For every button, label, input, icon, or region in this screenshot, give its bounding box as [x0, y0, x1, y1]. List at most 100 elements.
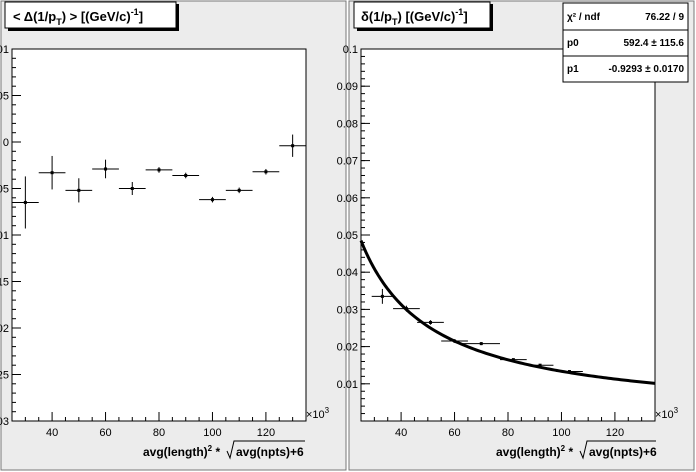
fit-stat-label-p0: p0 [567, 38, 579, 49]
fit-stat-value-chi2: 76.22 / 9 [645, 12, 684, 23]
data-point [462, 342, 500, 346]
data-point [526, 363, 554, 367]
data-marker [453, 339, 457, 343]
y-tick-label: 0.005 [0, 91, 9, 103]
y-tick-label: 0.01 [337, 379, 358, 391]
y-tick-label: -0.03 [0, 416, 9, 428]
x-axis-title-right: avg(length)2 * avg(npts)+6 [496, 440, 657, 460]
data-point [65, 178, 93, 203]
data-marker [130, 187, 134, 190]
x-multiplier-left: ×103 [306, 406, 330, 421]
title-box-left: < Δ(1/pT) > [(GeV/c)-1] [4, 1, 179, 31]
data-marker [104, 167, 108, 171]
data-marker [511, 358, 515, 362]
data-point [145, 167, 173, 173]
data-marker [157, 168, 161, 172]
data-marker [291, 144, 295, 148]
ticks-left: 0.01 0.005 0 -0.005 -0.01 -0.015 -0.02 -0.025 -0… [0, 44, 307, 439]
chart-title-left: < Δ(1/pT) > [(GeV/c)-1] [13, 7, 143, 27]
fit-stats-box: χ² / ndf 76.22 / 9 p0 592.4 ± 115.6 p1 -… [562, 2, 689, 83]
x-tick-label: 120 [257, 427, 275, 439]
y-tick-label: -0.01 [0, 230, 9, 242]
plot-frame-left [11, 48, 307, 422]
x-tick-label: 40 [395, 427, 407, 439]
data-point [92, 159, 119, 179]
y-tick-label: 0.01 [0, 44, 9, 56]
pad-right: 0.1 0.09 0.08 0.07 0.06 0.05 0.04 0.03 0.02 0.01 4… [337, 0, 695, 471]
x-tick-label: 100 [203, 427, 221, 439]
fit-stat-label-p1: p1 [567, 64, 579, 75]
data-points-left [12, 134, 306, 229]
data-point [199, 196, 226, 203]
y-tick-label: 0.06 [337, 193, 358, 205]
x-axis-title-right-c: avg(npts)+6 [589, 445, 657, 459]
data-point [12, 176, 39, 229]
data-point [172, 172, 200, 179]
y-tick-label: 0.02 [337, 342, 358, 354]
data-marker [479, 342, 483, 346]
data-marker [264, 170, 268, 174]
fit-stat-label-chi2: χ² / ndf [567, 12, 601, 23]
data-point [118, 181, 146, 196]
x-tick-label: 100 [552, 427, 570, 439]
y-tick-label: -0.02 [0, 323, 9, 335]
data-marker [567, 370, 571, 374]
data-marker [237, 188, 241, 192]
data-marker [210, 198, 214, 202]
data-point [371, 288, 394, 304]
data-point [556, 370, 583, 374]
data-marker [23, 200, 27, 204]
data-marker [184, 173, 188, 177]
y-tick-label: -0.015 [0, 277, 9, 289]
x-tick-label: 40 [46, 427, 58, 439]
y-tick-label: 0.08 [337, 118, 358, 130]
data-point [279, 134, 306, 157]
y-tick-label: 0.05 [337, 230, 358, 242]
data-marker [428, 320, 432, 324]
x-multiplier-right: ×103 [655, 406, 679, 421]
y-tick-label: 0.07 [337, 156, 358, 168]
x-tick-label: 80 [153, 427, 165, 439]
data-point [441, 339, 468, 343]
x-axis-title-right-a: avg(length)2 * [496, 444, 573, 459]
fit-stats-box-frame [562, 2, 689, 83]
fit-stat-value-p0: 592.4 ± 115.6 [623, 38, 684, 49]
x-tick-label: 80 [502, 427, 514, 439]
data-point [393, 305, 420, 312]
y-tick-label: 0.1 [343, 44, 358, 56]
x-tick-label: 120 [606, 427, 624, 439]
title-box-right-face [353, 1, 491, 29]
y-tick-label: -0.025 [0, 370, 9, 382]
ticks-right: 0.1 0.09 0.08 0.07 0.06 0.05 0.04 0.03 0.02 0.01 4… [337, 44, 656, 439]
y-tick-label: -0.005 [0, 184, 9, 196]
data-point [225, 187, 253, 194]
data-marker [50, 171, 54, 175]
data-point [499, 358, 527, 362]
pad-left: 0.01 0.005 0 -0.005 -0.01 -0.015 -0.02 -0.025 -0… [0, 0, 347, 471]
plot-frame-right [360, 48, 656, 422]
data-point [252, 168, 280, 175]
fit-stat-value-p1: -0.9293 ± 0.0170 [608, 64, 684, 75]
sqrt-sign-right [579, 440, 656, 460]
data-point [38, 155, 66, 190]
y-tick-label: 0.09 [337, 81, 358, 93]
x-axis-title-left: avg(length)2 * avg(npts)+6 [143, 440, 305, 460]
x-axis-title-left-a: avg(length)2 * [143, 444, 220, 459]
x-tick-label: 60 [448, 427, 460, 439]
data-points-right [371, 288, 583, 374]
sqrt-sign-left [226, 440, 305, 460]
data-marker [380, 294, 384, 298]
chart-title-right: δ(1/pT) [(GeV/c)-1] [361, 7, 468, 27]
data-marker [404, 307, 408, 311]
y-tick-label: 0.04 [337, 267, 358, 279]
y-tick-label: 0 [3, 137, 9, 149]
x-tick-label: 60 [99, 427, 111, 439]
y-tick-label: 0.03 [337, 304, 358, 316]
title-box-left-face [4, 1, 177, 29]
data-point [417, 320, 444, 325]
data-marker [77, 188, 81, 192]
x-axis-title-left-c: avg(npts)+6 [236, 445, 304, 459]
title-box-right: δ(1/pT) [(GeV/c)-1] [353, 1, 493, 31]
data-marker [538, 363, 542, 367]
